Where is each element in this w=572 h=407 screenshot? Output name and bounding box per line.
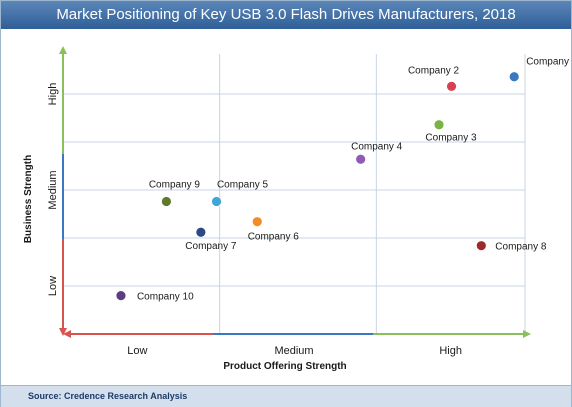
data-point xyxy=(508,71,520,83)
x-axis-label: Product Offering Strength xyxy=(223,361,346,372)
scatter-plot: Low Medium High Low Medium High Product Offer… xyxy=(23,46,571,372)
source-footer: Source: Credence Research Analysis xyxy=(1,385,571,407)
data-point xyxy=(160,196,172,207)
x-tick-label: Low xyxy=(127,345,147,357)
data-point-label: Company 7 xyxy=(185,241,237,252)
data-point-label: Company 9 xyxy=(149,180,201,191)
data-point-label: Company 6 xyxy=(248,232,300,243)
data-points: Company 1 Company 2 Company 3 Company 4 Comp… xyxy=(115,57,571,303)
data-point xyxy=(446,80,457,92)
x-tick-label: High xyxy=(439,345,462,357)
data-point xyxy=(195,226,207,238)
grid-lines xyxy=(63,54,526,334)
data-point xyxy=(475,240,487,252)
data-point xyxy=(251,216,263,228)
source-text: Source: Credence Research Analysis xyxy=(28,391,188,401)
data-point-label: Company 4 xyxy=(351,141,403,152)
data-point xyxy=(115,290,127,302)
chart-title: Market Positioning of Key USB 3.0 Flash … xyxy=(1,1,571,29)
tick-labels: Low Medium High Low Medium High xyxy=(47,83,462,357)
x-tick-label: Medium xyxy=(274,345,313,357)
y-tick-label: Low xyxy=(47,276,59,296)
y-axis-label: Business Strength xyxy=(23,155,34,243)
data-point-label: Company 10 xyxy=(137,292,194,303)
axes xyxy=(59,46,531,338)
data-point-label: Company 5 xyxy=(217,180,269,191)
data-point xyxy=(355,153,367,165)
data-point xyxy=(433,119,445,131)
data-point xyxy=(211,196,222,207)
data-point-label: Company 1 xyxy=(526,57,571,68)
data-point-label: Company 2 xyxy=(408,65,460,76)
data-point-label: Company 8 xyxy=(495,242,547,253)
y-tick-label: High xyxy=(47,83,59,106)
y-tick-label: Medium xyxy=(47,170,59,209)
data-point-label: Company 3 xyxy=(425,133,477,144)
